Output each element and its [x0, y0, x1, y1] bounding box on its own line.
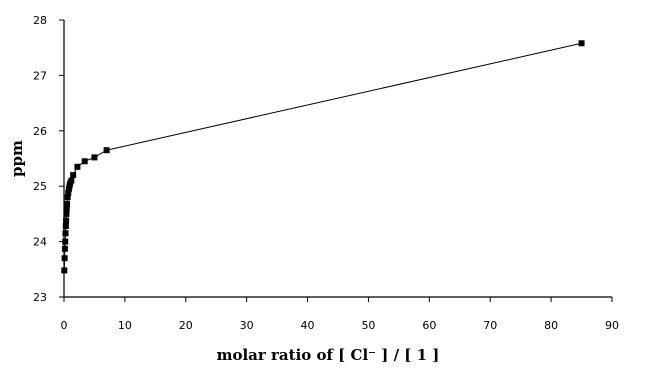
data-point — [68, 177, 75, 184]
data-point — [62, 230, 69, 237]
x-tick-label: 0 — [61, 319, 68, 332]
x-tick-label: 40 — [301, 319, 315, 332]
series — [61, 40, 585, 274]
x-tick-label: 90 — [605, 319, 619, 332]
x-tick-label: 80 — [544, 319, 558, 332]
data-point — [63, 217, 70, 224]
data-point — [65, 189, 72, 196]
y-tick-label: 24 — [33, 236, 47, 249]
y-tick-label: 25 — [33, 180, 47, 193]
x-tick-label: 60 — [422, 319, 436, 332]
y-tick-label: 28 — [33, 14, 47, 27]
y-tick-label: 26 — [33, 125, 47, 138]
data-point — [74, 163, 81, 170]
data-point — [61, 255, 68, 262]
data-point — [81, 158, 88, 165]
ticks: 0 10 20 30 40 50 60 70 80 90 23 24 25 26 27 28 — [33, 14, 619, 332]
data-point — [578, 40, 585, 47]
data-point — [63, 205, 70, 212]
y-axis-title: ppm — [8, 140, 26, 177]
x-tick-label: 30 — [240, 319, 254, 332]
x-tick-label: 50 — [361, 319, 375, 332]
axes — [63, 20, 612, 298]
data-point — [62, 238, 69, 245]
data-point — [63, 210, 70, 217]
data-point — [103, 147, 110, 154]
series-line — [63, 42, 582, 271]
data-point — [70, 172, 77, 179]
y-tick-label: 27 — [33, 69, 47, 82]
y-tick-label: 23 — [33, 291, 47, 304]
data-point — [64, 200, 71, 207]
x-axis-title: molar ratio of [ Cl⁻ ] / [ 1 ] — [217, 346, 440, 364]
data-point — [61, 245, 68, 252]
data-point — [61, 267, 68, 274]
x-tick-label: 20 — [179, 319, 193, 332]
x-tick-label: 70 — [483, 319, 497, 332]
data-point — [91, 154, 98, 161]
data-point — [62, 223, 69, 230]
x-tick-label: 10 — [118, 319, 132, 332]
data-point — [64, 194, 71, 201]
